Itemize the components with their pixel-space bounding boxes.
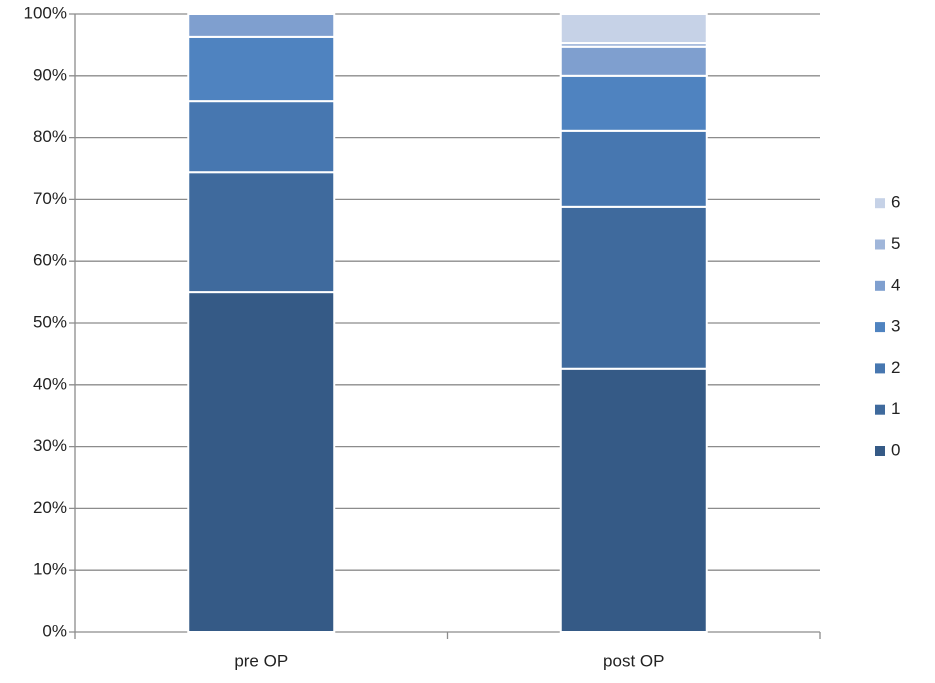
legend-swatch bbox=[875, 239, 885, 250]
y-tick-label: 60% bbox=[33, 251, 67, 270]
legend-swatch bbox=[875, 446, 885, 456]
bar-segment bbox=[187, 291, 336, 633]
bar-segment bbox=[559, 205, 708, 370]
legend-label: 4 bbox=[891, 275, 900, 294]
x-tick-label: pre OP bbox=[234, 651, 288, 670]
bar-segment bbox=[187, 171, 336, 294]
y-tick-label: 50% bbox=[33, 312, 67, 331]
y-tick-label: 90% bbox=[33, 65, 67, 84]
legend-label: 2 bbox=[891, 358, 900, 377]
y-tick-label: 100% bbox=[24, 3, 67, 22]
legend-label: 5 bbox=[891, 234, 900, 253]
bar-segment bbox=[187, 100, 336, 174]
y-tick-label: 80% bbox=[33, 127, 67, 146]
bar-segment bbox=[559, 129, 708, 208]
bar-segment bbox=[559, 367, 708, 633]
legend-swatch bbox=[875, 404, 885, 415]
bar-segment bbox=[559, 13, 708, 45]
bar-segment bbox=[187, 35, 336, 103]
legend-swatch bbox=[875, 280, 885, 291]
x-tick-label: post OP bbox=[603, 651, 664, 670]
y-tick-label: 10% bbox=[33, 560, 67, 579]
y-tick-label: 30% bbox=[33, 436, 67, 455]
legend-swatch bbox=[875, 322, 885, 333]
bar-segment bbox=[187, 13, 336, 38]
legend-label: 1 bbox=[891, 399, 900, 418]
legend-swatch bbox=[875, 198, 885, 209]
legend-label: 0 bbox=[891, 440, 900, 459]
y-tick-label: 70% bbox=[33, 189, 67, 208]
legend-swatch bbox=[875, 363, 885, 374]
bar-segment bbox=[559, 74, 708, 132]
bar-segment bbox=[559, 45, 708, 77]
legend-label: 3 bbox=[891, 317, 900, 336]
y-tick-label: 40% bbox=[33, 374, 67, 393]
y-tick-label: 0% bbox=[42, 621, 67, 640]
y-tick-label: 20% bbox=[33, 498, 67, 517]
legend-label: 6 bbox=[891, 193, 900, 212]
